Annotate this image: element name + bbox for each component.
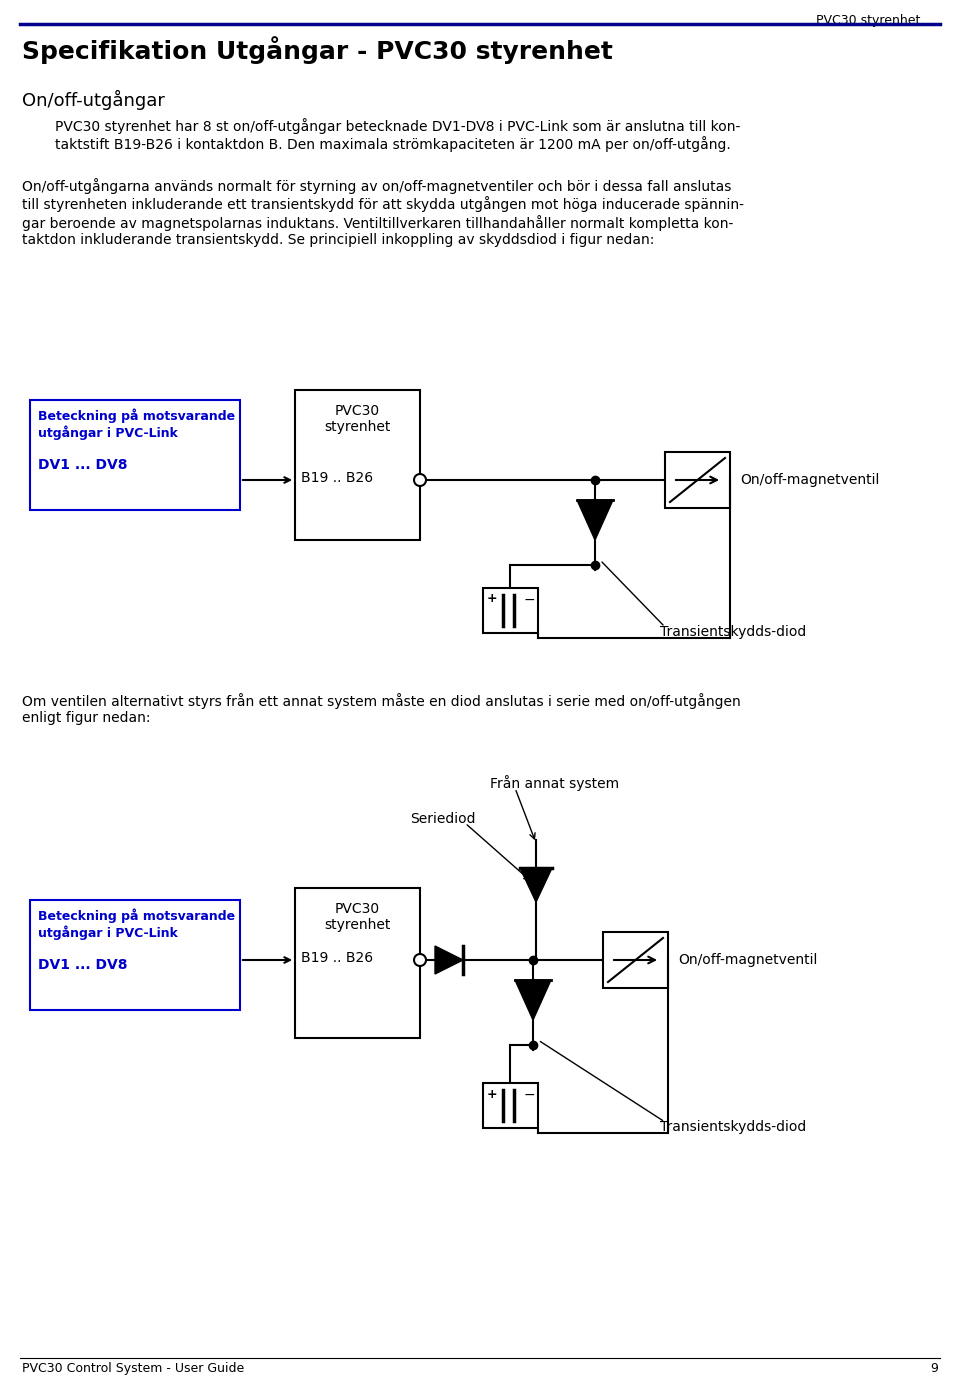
Bar [295, 389, 420, 541]
Text: On/off-utgångar: On/off-utgångar [22, 90, 165, 109]
Text: −: − [523, 592, 535, 607]
Text: On/off-utgångarna används normalt för styrning av on/off-magnetventiler och bör : On/off-utgångarna används normalt för st… [22, 177, 744, 247]
Text: PVC30 Control System - User Guide: PVC30 Control System - User Guide [22, 1362, 244, 1375]
Text: +: + [487, 1088, 497, 1100]
Text: On/off-magnetventil: On/off-magnetventil [740, 473, 879, 486]
Bar [483, 588, 538, 632]
Text: B19 .. B26: B19 .. B26 [301, 471, 373, 485]
Polygon shape [577, 500, 613, 541]
Bar [30, 401, 240, 510]
Text: 9: 9 [930, 1362, 938, 1375]
Circle shape [414, 954, 426, 966]
Text: Om ventilen alternativt styrs från ett annat system måste en diod anslutas i ser: Om ventilen alternativt styrs från ett a… [22, 693, 741, 725]
Circle shape [414, 474, 426, 486]
Text: +: + [487, 592, 497, 606]
Bar [30, 900, 240, 1010]
Polygon shape [520, 868, 552, 902]
Text: PVC30: PVC30 [335, 902, 380, 916]
Bar [665, 452, 730, 509]
Text: DV1 ... DV8: DV1 ... DV8 [38, 457, 128, 473]
Bar [603, 931, 668, 988]
Text: PVC30 styrenhet har 8 st on/off-utgångar betecknade DV1-DV8 i PVC-Link som är an: PVC30 styrenhet har 8 st on/off-utgångar… [55, 118, 740, 152]
Bar [295, 888, 420, 1038]
Text: styrenhet: styrenhet [324, 918, 391, 931]
Polygon shape [435, 947, 463, 974]
Text: DV1 ... DV8: DV1 ... DV8 [38, 958, 128, 972]
Text: Beteckning på motsvarande: Beteckning på motsvarande [38, 407, 235, 423]
Text: Transientskydds-diod: Transientskydds-diod [660, 625, 806, 639]
Text: Från annat system: Från annat system [490, 775, 619, 791]
Text: Seriediod: Seriediod [410, 812, 475, 826]
Text: utgångar i PVC-Link: utgångar i PVC-Link [38, 924, 178, 940]
Text: styrenhet: styrenhet [324, 420, 391, 434]
Text: B19 .. B26: B19 .. B26 [301, 951, 373, 965]
Text: Transientskydds-diod: Transientskydds-diod [660, 1120, 806, 1134]
Bar [483, 1082, 538, 1127]
Text: On/off-magnetventil: On/off-magnetventil [678, 954, 817, 967]
Text: Specifikation Utgångar - PVC30 styrenhet: Specifikation Utgångar - PVC30 styrenhet [22, 36, 612, 64]
Text: −: − [523, 1088, 535, 1102]
Text: Beteckning på motsvarande: Beteckning på motsvarande [38, 908, 235, 923]
Text: PVC30: PVC30 [335, 403, 380, 419]
Text: utgångar i PVC-Link: utgångar i PVC-Link [38, 426, 178, 439]
Polygon shape [515, 980, 551, 1020]
Text: PVC30 styrenhet: PVC30 styrenhet [816, 14, 920, 26]
